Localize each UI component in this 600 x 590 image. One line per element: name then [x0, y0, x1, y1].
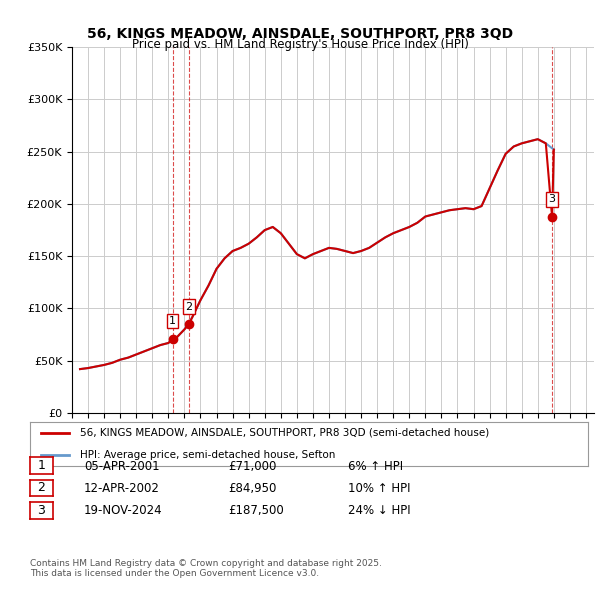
- Text: 2: 2: [185, 301, 193, 312]
- Text: Price paid vs. HM Land Registry's House Price Index (HPI): Price paid vs. HM Land Registry's House …: [131, 38, 469, 51]
- Text: 2: 2: [37, 481, 46, 494]
- Text: 3: 3: [548, 195, 556, 205]
- Text: 3: 3: [37, 504, 46, 517]
- Text: £71,000: £71,000: [228, 460, 277, 473]
- Text: 6% ↑ HPI: 6% ↑ HPI: [348, 460, 403, 473]
- Text: HPI: Average price, semi-detached house, Sefton: HPI: Average price, semi-detached house,…: [80, 450, 335, 460]
- Text: £187,500: £187,500: [228, 504, 284, 517]
- Text: 05-APR-2001: 05-APR-2001: [84, 460, 160, 473]
- Text: 19-NOV-2024: 19-NOV-2024: [84, 504, 163, 517]
- Text: £84,950: £84,950: [228, 482, 277, 495]
- Text: 1: 1: [169, 316, 176, 326]
- Text: 12-APR-2002: 12-APR-2002: [84, 482, 160, 495]
- Text: 56, KINGS MEADOW, AINSDALE, SOUTHPORT, PR8 3QD (semi-detached house): 56, KINGS MEADOW, AINSDALE, SOUTHPORT, P…: [80, 428, 490, 438]
- Text: Contains HM Land Registry data © Crown copyright and database right 2025.
This d: Contains HM Land Registry data © Crown c…: [30, 559, 382, 578]
- Text: 1: 1: [37, 459, 46, 472]
- Text: 56, KINGS MEADOW, AINSDALE, SOUTHPORT, PR8 3QD: 56, KINGS MEADOW, AINSDALE, SOUTHPORT, P…: [87, 27, 513, 41]
- Text: 10% ↑ HPI: 10% ↑ HPI: [348, 482, 410, 495]
- Text: 24% ↓ HPI: 24% ↓ HPI: [348, 504, 410, 517]
